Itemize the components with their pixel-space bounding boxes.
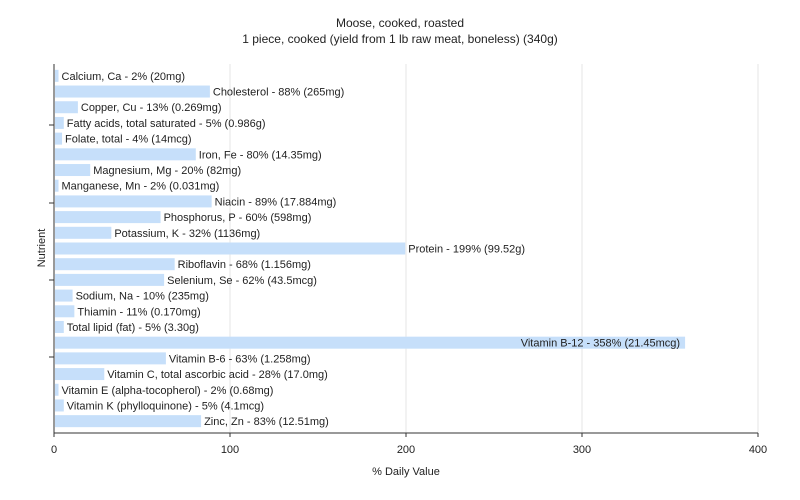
bar-label: Vitamin E (alpha-tocopherol) - 2% (0.68m…: [62, 385, 274, 397]
bar-label: Thiamin - 11% (0.170mg): [77, 306, 200, 318]
bar-label: Potassium, K - 32% (1136mg): [114, 228, 260, 240]
bar: [55, 101, 78, 114]
bar: [55, 195, 212, 208]
bar: [55, 352, 166, 365]
x-tick-label: 400: [749, 444, 767, 456]
bar: [55, 179, 59, 192]
bar-label: Vitamin K (phylloquinone) - 5% (4.1mcg): [67, 400, 264, 412]
bar-label: Calcium, Ca - 2% (20mg): [62, 71, 185, 83]
chart-title: Moose, cooked, roasted: [335, 16, 465, 30]
bar: [55, 415, 202, 428]
bar: [55, 336, 686, 349]
bar-label: Cholesterol - 88% (265mg): [213, 87, 344, 99]
bar-label: Fatty acids, total saturated - 5% (0.986…: [67, 118, 266, 130]
bar-label: Vitamin B-6 - 63% (1.258mg): [169, 353, 311, 365]
bar: [55, 273, 165, 286]
bar-label: Total lipid (fat) - 5% (3.30g): [67, 322, 199, 334]
chart-subtitle: 1 piece, cooked (yield from 1 lb raw mea…: [242, 32, 558, 46]
bar: [55, 305, 75, 318]
x-tick-label: 0: [51, 444, 57, 456]
bar-label: Copper, Cu - 13% (0.269mg): [81, 102, 222, 114]
x-tick-label: 200: [397, 444, 415, 456]
bar: [55, 383, 59, 396]
bar: [55, 164, 91, 177]
bar: [55, 242, 406, 255]
bar-label: Vitamin C, total ascorbic acid - 28% (17…: [107, 369, 328, 381]
bar: [55, 211, 161, 224]
bar: [55, 368, 105, 381]
bar-label: Manganese, Mn - 2% (0.031mg): [62, 181, 220, 193]
bar-label: Magnesium, Mg - 20% (82mg): [93, 165, 241, 177]
bar-label: Riboflavin - 68% (1.156mg): [178, 259, 311, 271]
bar-label: Zinc, Zn - 83% (12.51mg): [204, 416, 329, 428]
bar: [55, 69, 59, 82]
bar: [55, 289, 73, 302]
bar-label: Niacin - 89% (17.884mg): [215, 196, 337, 208]
x-tick-label: 100: [221, 444, 239, 456]
bar: [55, 132, 63, 145]
bar: [55, 320, 64, 333]
bar: [55, 85, 210, 98]
bar: [55, 226, 112, 239]
x-axis-label: % Daily Value: [372, 466, 440, 478]
bar: [55, 116, 64, 129]
bar-label: Sodium, Na - 10% (235mg): [76, 291, 209, 303]
bar: [55, 148, 196, 161]
bar-label: Protein - 199% (99.52g): [408, 244, 525, 256]
bar-label: Selenium, Se - 62% (43.5mcg): [167, 275, 317, 287]
bar-label: Folate, total - 4% (14mcg): [65, 134, 192, 146]
bar-label: Phosphorus, P - 60% (598mg): [164, 212, 312, 224]
bar-label: Vitamin B-12 - 358% (21.45mcg): [521, 338, 680, 350]
bar-label: Iron, Fe - 80% (14.35mg): [199, 149, 322, 161]
bar: [55, 258, 175, 271]
bar: [55, 399, 64, 412]
x-tick-label: 300: [573, 444, 591, 456]
